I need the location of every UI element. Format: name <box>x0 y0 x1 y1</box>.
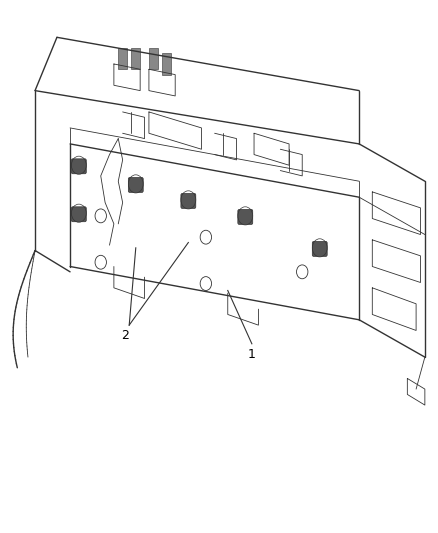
Text: 1: 1 <box>248 348 256 360</box>
FancyBboxPatch shape <box>71 207 86 222</box>
FancyBboxPatch shape <box>71 159 86 174</box>
Bar <box>118 48 127 69</box>
FancyBboxPatch shape <box>181 193 196 208</box>
FancyBboxPatch shape <box>312 241 327 256</box>
Bar <box>131 48 140 69</box>
Bar <box>149 48 158 69</box>
FancyBboxPatch shape <box>128 177 143 192</box>
Bar <box>162 53 171 75</box>
Text: 2: 2 <box>121 329 129 342</box>
FancyBboxPatch shape <box>238 209 253 224</box>
